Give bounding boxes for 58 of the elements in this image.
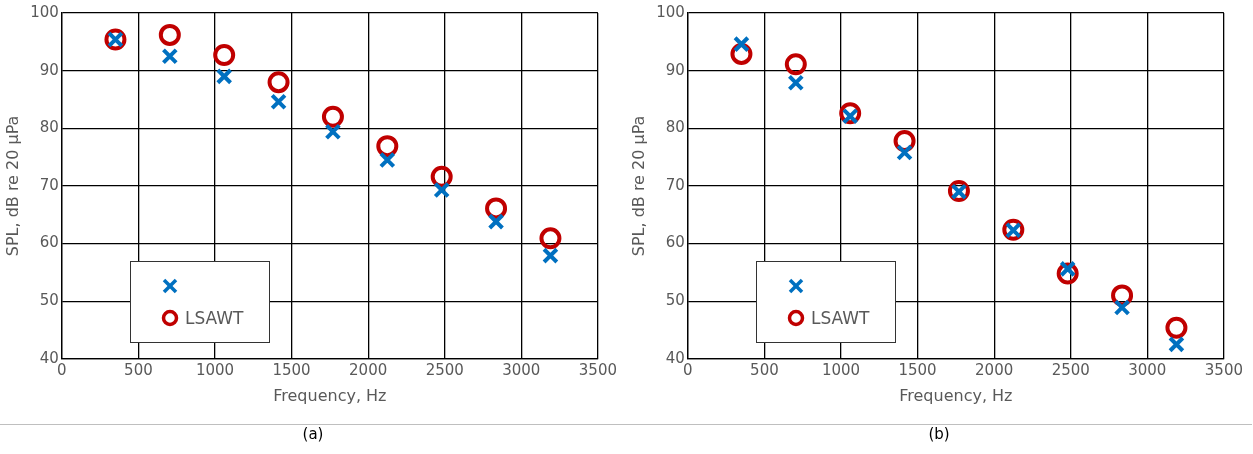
x-tick-label: 2500	[1051, 360, 1090, 379]
point	[158, 23, 181, 46]
x-tick-label: 1500	[898, 360, 937, 379]
point	[213, 44, 236, 67]
text: (a)	[0, 425, 626, 443]
point	[733, 35, 750, 53]
y-tick-label: 70	[39, 175, 59, 194]
point	[1165, 316, 1188, 339]
y-tick-label: 90	[39, 60, 59, 79]
x-tick-label: 2500	[425, 360, 464, 379]
y-tick-label: 40	[665, 348, 685, 367]
point	[1168, 336, 1185, 353]
y-tick-label: 80	[39, 118, 59, 137]
x-axis-title: Frequency, Hz	[273, 385, 387, 405]
x-tick-label: 500	[750, 360, 779, 379]
point	[784, 53, 807, 76]
x-tick-label: 500	[124, 360, 153, 379]
x-tick-label: 1000	[195, 360, 235, 379]
point	[787, 74, 805, 92]
y-tick-label: 50	[665, 291, 685, 310]
x-tick-label: 1000	[821, 360, 861, 379]
y-tick-label: 70	[665, 175, 685, 194]
y-axis-title: SPL, dB re 20 µPa	[628, 115, 648, 257]
y-tick-label: 50	[39, 291, 59, 310]
x-tick-label: 3500	[578, 360, 618, 379]
point	[267, 71, 290, 94]
point	[161, 47, 179, 65]
point	[433, 181, 451, 199]
x-tick-label: 3500	[1204, 360, 1244, 379]
point	[896, 144, 913, 161]
x-tick-label: 1500	[272, 360, 311, 379]
y-tick-label: 60	[665, 233, 685, 252]
y-tick-label: 100	[656, 2, 685, 21]
point	[321, 105, 344, 128]
point	[270, 93, 287, 111]
x-tick-label: 0	[683, 360, 693, 379]
y-axis-title: SPL, dB re 20 µPa	[2, 115, 22, 257]
y-tick-label: 60	[39, 233, 59, 252]
y-tick-label: 90	[665, 60, 685, 79]
x-tick-label: 3000	[502, 360, 541, 379]
legend-label: LSAWT	[185, 308, 244, 328]
text: (b)	[626, 425, 1252, 443]
point	[539, 227, 562, 250]
x-tick-label: 0	[57, 360, 67, 379]
y-tick-label: 40	[39, 348, 59, 367]
point	[324, 123, 342, 141]
y-tick-label: 80	[665, 118, 685, 137]
y-tick-label: 100	[30, 2, 59, 21]
x-tick-label: 3000	[1128, 360, 1167, 379]
point	[487, 213, 505, 230]
point	[378, 151, 396, 169]
x-tick-label: 2000	[349, 360, 388, 379]
x-tick-label: 2000	[975, 360, 1014, 379]
legend-label: LSAWT	[811, 308, 870, 328]
point	[542, 247, 559, 264]
x-axis-title: Frequency, Hz	[899, 385, 1013, 405]
point	[1113, 299, 1131, 316]
point	[215, 68, 233, 85]
